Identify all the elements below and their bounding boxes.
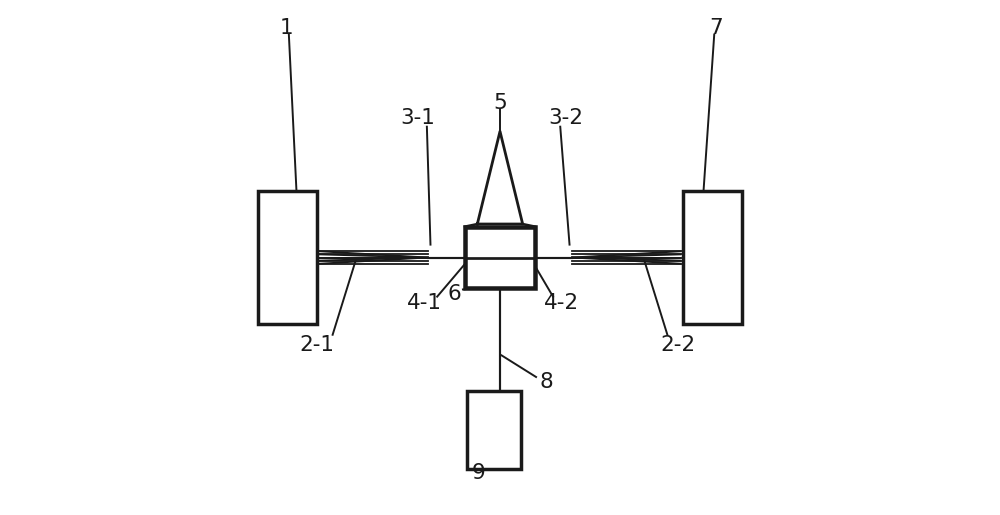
Bar: [683, 191, 742, 324]
Text: 9: 9: [471, 463, 485, 483]
Text: 4-2: 4-2: [544, 293, 579, 313]
Text: 2-2: 2-2: [660, 335, 695, 355]
Text: 7: 7: [709, 19, 723, 38]
Text: 1: 1: [279, 19, 293, 38]
Text: 5: 5: [493, 93, 507, 113]
Text: 4-1: 4-1: [407, 293, 442, 313]
Text: 3-2: 3-2: [548, 109, 583, 128]
Text: 6: 6: [448, 284, 462, 303]
Bar: [467, 391, 521, 469]
Bar: [258, 191, 317, 324]
Text: 8: 8: [539, 372, 553, 392]
Text: 2-1: 2-1: [300, 335, 335, 355]
Text: 3-1: 3-1: [400, 109, 435, 128]
Bar: [465, 227, 535, 288]
